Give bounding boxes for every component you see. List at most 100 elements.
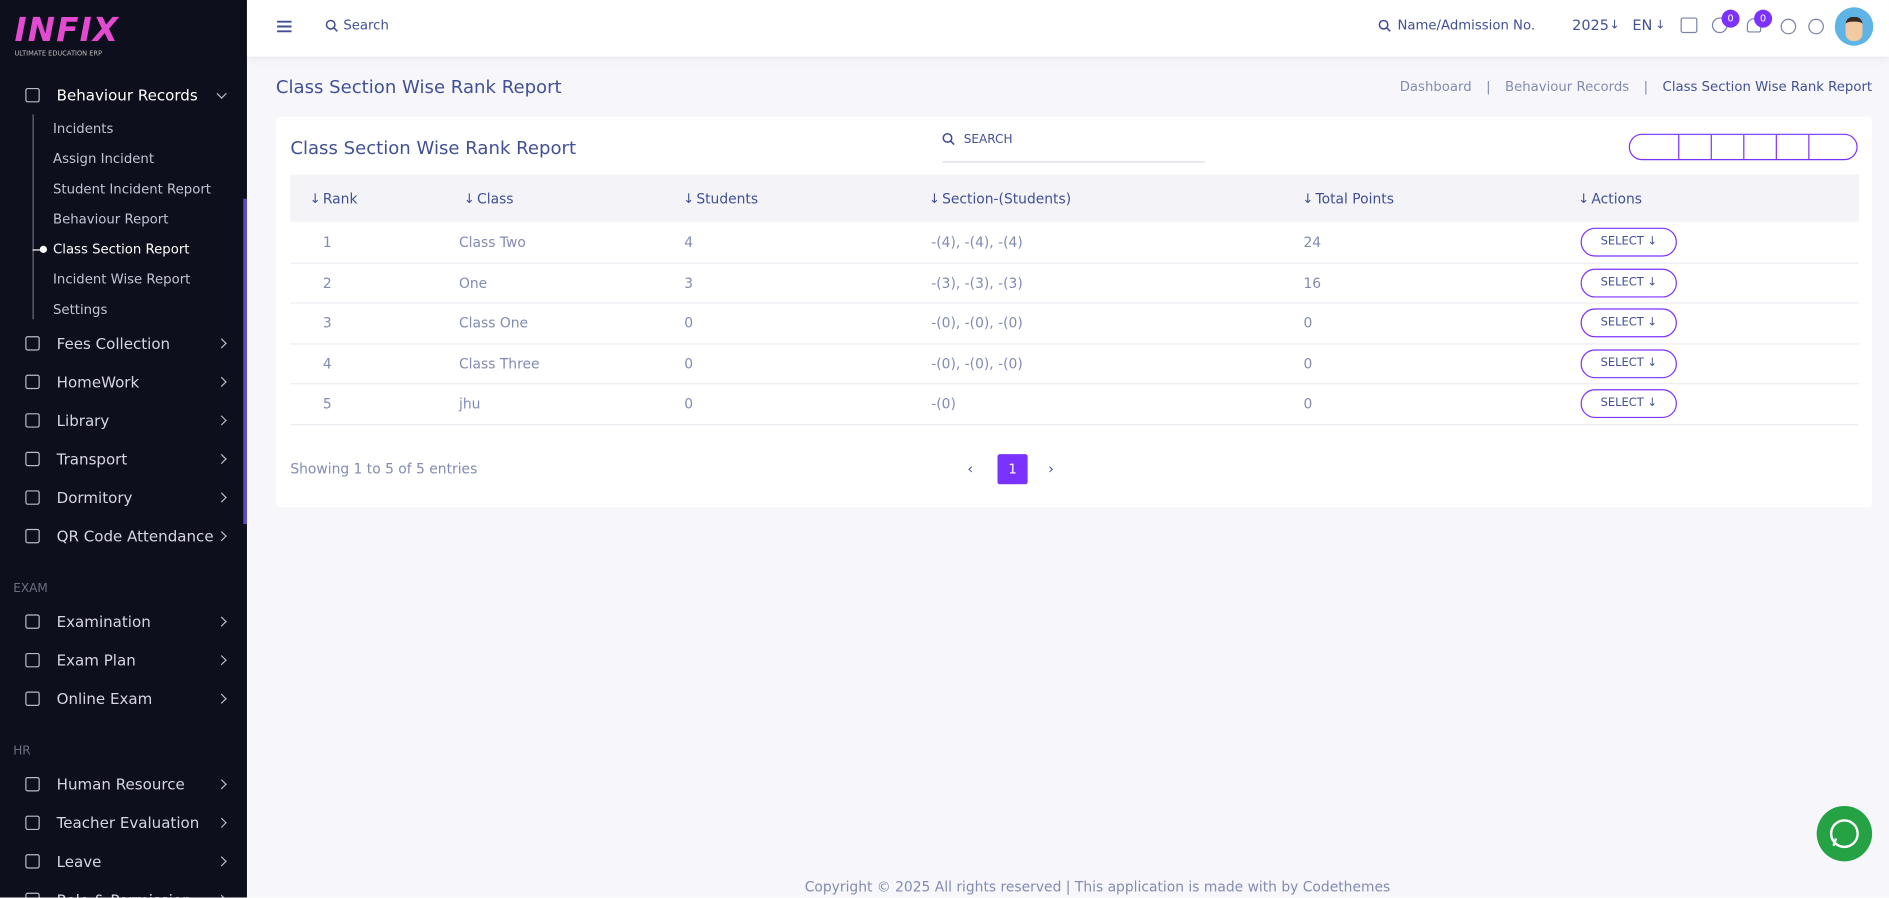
chevron bbox=[216, 338, 227, 349]
menu-icon bbox=[25, 614, 40, 629]
page-button[interactable]: 1 bbox=[997, 454, 1028, 485]
row-border bbox=[290, 383, 1859, 385]
search-icon bbox=[325, 19, 338, 32]
menu-item[interactable]: Examination bbox=[56, 612, 151, 631]
breadcrumb-item[interactable]: Dashboard bbox=[1399, 78, 1472, 95]
submenu-item[interactable]: Behaviour Report bbox=[53, 211, 169, 228]
menu-toggle[interactable] bbox=[276, 18, 293, 35]
copy-button[interactable] bbox=[1646, 134, 1679, 160]
column-header[interactable]: Actions bbox=[1591, 190, 1643, 208]
table-cell: 0 bbox=[1303, 354, 1313, 372]
menu-icon bbox=[25, 490, 40, 505]
row-border bbox=[290, 423, 1859, 425]
select-button[interactable]: SELECT ↓ bbox=[1580, 227, 1677, 257]
sort-arrow[interactable]: ↓ bbox=[1302, 190, 1314, 207]
menu-icon bbox=[25, 87, 40, 103]
table-cell: -(0), -(0), -(0) bbox=[931, 314, 1023, 332]
print-button[interactable] bbox=[1776, 134, 1809, 160]
table-cell: Class One bbox=[458, 314, 529, 332]
select-button[interactable]: SELECT ↓ bbox=[1580, 348, 1677, 378]
table-cell: Class Three bbox=[458, 354, 540, 372]
menu-icon bbox=[25, 413, 40, 428]
csv-button[interactable] bbox=[1711, 134, 1744, 160]
notification-count: 0 bbox=[1754, 9, 1773, 28]
menu-item[interactable]: Exam Plan bbox=[56, 651, 136, 670]
excel-button[interactable] bbox=[1679, 134, 1712, 160]
menu-item[interactable]: Role & Permission bbox=[57, 891, 192, 898]
language[interactable]: EN bbox=[1632, 16, 1653, 34]
next-page[interactable]: › bbox=[1048, 460, 1054, 478]
chevron bbox=[216, 894, 227, 898]
topbar: Search Name/Admission No. 2025 ↓ EN ↓ 0 … bbox=[246, 0, 1889, 57]
row-border bbox=[290, 302, 1859, 304]
menu-item[interactable]: Dormitory bbox=[56, 488, 133, 507]
table-search[interactable]: SEARCH bbox=[963, 133, 1013, 147]
menu-item[interactable]: QR Code Attendance bbox=[56, 527, 214, 546]
menu-icon bbox=[25, 892, 40, 898]
columns-button[interactable] bbox=[1809, 135, 1840, 159]
menu-icon bbox=[25, 815, 40, 831]
menu-item[interactable]: Teacher Evaluation bbox=[56, 813, 200, 832]
search[interactable]: Search bbox=[343, 17, 389, 34]
select-button[interactable]: SELECT ↓ bbox=[1580, 389, 1677, 419]
submenu-item[interactable]: Incident Wise Report bbox=[53, 271, 191, 288]
chevron bbox=[216, 856, 227, 867]
menu-item[interactable]: Library bbox=[56, 411, 110, 430]
menu-item[interactable]: Fees Collection bbox=[56, 334, 171, 353]
column-header[interactable]: Rank bbox=[322, 190, 358, 208]
menu-item[interactable]: Online Exam bbox=[56, 689, 153, 708]
select-button[interactable]: SELECT ↓ bbox=[1580, 268, 1677, 297]
whatsapp-button[interactable] bbox=[1816, 805, 1873, 862]
table-cell: 1 bbox=[322, 233, 332, 251]
column-header[interactable]: Section-(Students) bbox=[942, 190, 1072, 208]
table-header bbox=[290, 174, 1859, 222]
robot-icon[interactable] bbox=[1680, 17, 1698, 34]
submenu-item[interactable]: Settings bbox=[53, 301, 108, 318]
chevron bbox=[216, 453, 227, 465]
table-cell: 24 bbox=[1303, 233, 1322, 251]
student-search[interactable]: Name/Admission No. bbox=[1397, 17, 1536, 34]
chevron bbox=[216, 492, 227, 503]
table-cell: 4 bbox=[684, 233, 694, 251]
avatar[interactable] bbox=[1834, 7, 1874, 46]
logo: INFIX bbox=[14, 12, 120, 50]
menu-icon bbox=[25, 374, 40, 390]
sort-arrow[interactable]: ↓ bbox=[928, 190, 940, 207]
sidebar: INFIX ULTIMATE EDUCATION ERP Behaviour R… bbox=[0, 0, 247, 898]
menu-icon bbox=[25, 854, 40, 869]
pagination-info: Showing 1 to 5 of 5 entries bbox=[290, 460, 478, 478]
table-cell: 0 bbox=[1303, 395, 1313, 413]
sort-arrow[interactable]: ↓ bbox=[683, 190, 695, 207]
select-button[interactable]: SELECT ↓ bbox=[1580, 308, 1677, 338]
chevron bbox=[216, 817, 227, 828]
search-underline bbox=[942, 161, 1205, 163]
sort-arrow[interactable]: ↓ bbox=[463, 190, 475, 207]
globe-icon[interactable] bbox=[1780, 18, 1797, 35]
sort-arrow[interactable]: ↓ bbox=[309, 190, 321, 207]
pdf-button[interactable] bbox=[1744, 134, 1777, 160]
menu-item[interactable]: Leave bbox=[56, 852, 102, 871]
year[interactable]: 2025 bbox=[1572, 16, 1609, 34]
sort-arrow[interactable]: ↓ bbox=[1578, 190, 1590, 207]
menu-item[interactable]: Human Resource bbox=[56, 775, 185, 794]
menu-item[interactable]: Behaviour Records bbox=[56, 86, 198, 105]
table-cell: 0 bbox=[684, 354, 694, 372]
submenu-item[interactable]: Class Section Report bbox=[53, 241, 190, 258]
submenu-item[interactable]: Assign Incident bbox=[53, 151, 155, 167]
prev-page[interactable]: ‹ bbox=[967, 460, 974, 478]
menu-item[interactable]: HomeWork bbox=[56, 372, 140, 391]
chart-icon[interactable] bbox=[1808, 18, 1824, 35]
scrollbar[interactable] bbox=[243, 198, 247, 525]
menu-item[interactable]: Transport bbox=[56, 449, 128, 469]
submenu-item[interactable]: Student Incident Report bbox=[53, 181, 211, 197]
page-title: Class Section Wise Rank Report bbox=[275, 75, 562, 98]
breadcrumb-item[interactable]: Behaviour Records bbox=[1505, 78, 1630, 95]
submenu-item[interactable]: Incidents bbox=[53, 121, 114, 137]
column-header[interactable]: Class bbox=[477, 190, 514, 208]
row-border bbox=[290, 262, 1859, 264]
column-header[interactable]: Students bbox=[696, 190, 759, 208]
table-cell: 3 bbox=[322, 314, 332, 332]
column-header[interactable]: Total Points bbox=[1315, 190, 1394, 208]
